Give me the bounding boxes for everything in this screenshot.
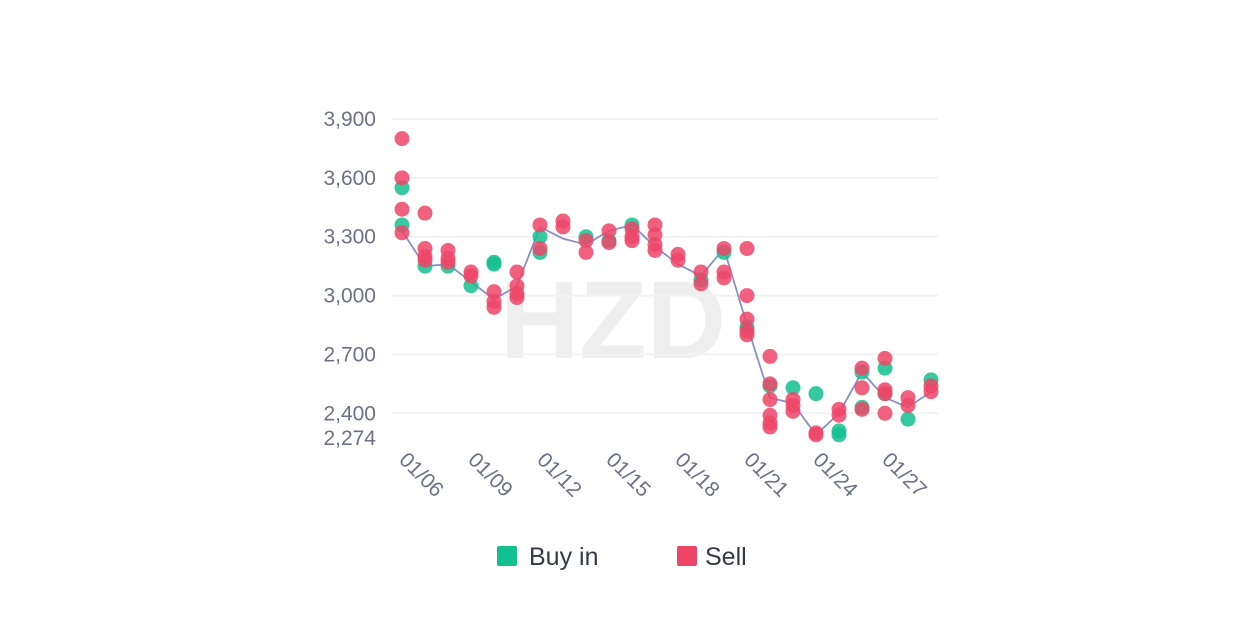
point-sell[interactable] xyxy=(739,240,755,256)
point-sell[interactable] xyxy=(417,252,433,268)
point-sell[interactable] xyxy=(739,288,755,304)
x-tick-label: 01/24 xyxy=(808,448,862,502)
point-sell[interactable] xyxy=(854,380,870,396)
x-tick-label: 01/21 xyxy=(739,448,792,501)
point-sell[interactable] xyxy=(716,240,732,256)
point-sell[interactable] xyxy=(900,397,916,413)
x-axis-ticks: 01/06 01/09 01/12 01/15 01/18 01/21 01/24 01/27 xyxy=(394,448,930,502)
point-sell[interactable] xyxy=(739,311,755,327)
x-tick-label: 01/15 xyxy=(601,448,654,501)
point-buy-in[interactable] xyxy=(785,380,801,396)
point-sell[interactable] xyxy=(877,350,893,366)
x-tick-label: 01/18 xyxy=(670,448,723,501)
point-sell[interactable] xyxy=(854,360,870,376)
point-sell[interactable] xyxy=(739,327,755,343)
point-buy-in[interactable] xyxy=(532,229,548,245)
point-sell[interactable] xyxy=(394,170,410,186)
point-buy-in[interactable] xyxy=(900,411,916,427)
x-tick-label: 01/12 xyxy=(532,448,585,501)
legend-label-buy-in: Buy in xyxy=(529,543,598,571)
y-tick-label: 3,900 xyxy=(323,108,376,131)
point-sell[interactable] xyxy=(854,401,870,417)
point-sell[interactable] xyxy=(716,270,732,286)
legend-item-buy-in[interactable]: Buy in xyxy=(497,543,598,571)
point-sell[interactable] xyxy=(509,264,525,280)
y-tick-label: 3,000 xyxy=(323,285,376,308)
x-tick-label: 01/27 xyxy=(877,448,930,501)
point-sell[interactable] xyxy=(808,427,824,443)
point-sell[interactable] xyxy=(831,407,847,423)
legend-swatch-sell xyxy=(677,546,697,566)
point-sell[interactable] xyxy=(601,223,617,239)
point-buy-in[interactable] xyxy=(831,423,847,439)
y-tick-label: 2,700 xyxy=(323,343,376,366)
point-sell[interactable] xyxy=(693,276,709,292)
point-sell[interactable] xyxy=(394,225,410,241)
point-sell[interactable] xyxy=(394,201,410,217)
point-sell[interactable] xyxy=(509,290,525,306)
point-sell[interactable] xyxy=(923,384,939,400)
x-tick-label: 01/09 xyxy=(463,448,516,501)
point-sell[interactable] xyxy=(762,348,778,364)
legend: Buy in Sell xyxy=(497,543,747,571)
point-sell[interactable] xyxy=(417,205,433,221)
point-sell[interactable] xyxy=(601,235,617,251)
data-points xyxy=(394,131,939,443)
point-buy-in[interactable] xyxy=(486,256,502,272)
point-sell[interactable] xyxy=(693,264,709,280)
point-sell[interactable] xyxy=(578,244,594,260)
legend-item-sell[interactable]: Sell xyxy=(677,543,747,571)
legend-label-sell: Sell xyxy=(705,543,747,571)
point-sell[interactable] xyxy=(532,217,548,233)
x-tick-label: 01/06 xyxy=(394,448,447,501)
point-sell[interactable] xyxy=(555,219,571,235)
legend-swatch-buy-in xyxy=(497,546,517,566)
y-tick-label: 3,600 xyxy=(323,167,376,190)
watermark: HZD xyxy=(500,259,726,382)
point-sell[interactable] xyxy=(486,299,502,315)
point-sell[interactable] xyxy=(532,240,548,256)
point-sell[interactable] xyxy=(762,392,778,408)
point-sell[interactable] xyxy=(762,376,778,392)
point-sell[interactable] xyxy=(877,386,893,402)
point-sell[interactable] xyxy=(647,242,663,258)
grid-lines xyxy=(392,118,938,415)
point-sell[interactable] xyxy=(578,233,594,249)
point-sell[interactable] xyxy=(877,405,893,421)
y-tick-label: 2,400 xyxy=(323,402,376,425)
point-sell[interactable] xyxy=(762,419,778,435)
y-tick-label: 2,274 xyxy=(323,427,376,450)
point-sell[interactable] xyxy=(440,254,456,270)
point-sell[interactable] xyxy=(785,403,801,419)
point-sell[interactable] xyxy=(463,268,479,284)
point-sell[interactable] xyxy=(670,252,686,268)
point-sell[interactable] xyxy=(394,131,410,147)
point-buy-in[interactable] xyxy=(808,386,824,402)
point-sell[interactable] xyxy=(624,233,640,249)
y-tick-label: 3,300 xyxy=(323,226,376,249)
